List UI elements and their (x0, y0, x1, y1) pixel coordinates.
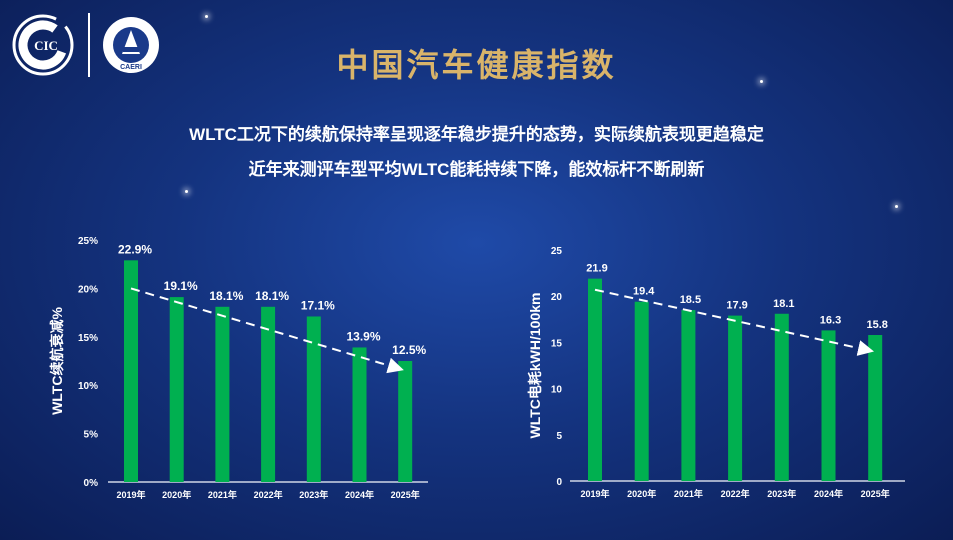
x-tick-label: 2019年 (580, 488, 609, 499)
subtitle-1: WLTC工况下的续航保持率呈现逐年稳步提升的态势，实际续航表现更趋稳定 (189, 125, 764, 144)
caeri-logo: CAERI (103, 17, 159, 73)
x-tick-label: 2024年 (345, 489, 374, 500)
logo-group: CIC CAERI (8, 10, 160, 80)
y-axis-title: WLTC电耗kWH/100km (527, 293, 543, 439)
bar (774, 313, 789, 481)
x-tick-label: 2025年 (861, 488, 890, 499)
x-tick-label: 2025年 (391, 489, 420, 500)
star-decoration (185, 190, 188, 193)
data-label: 18.5 (680, 294, 701, 306)
bar (124, 260, 138, 482)
bar (728, 315, 743, 481)
data-label: 18.1% (255, 289, 289, 303)
y-tick-label: 0% (84, 478, 99, 489)
data-label: 19.1% (164, 279, 198, 293)
x-tick-label: 2020年 (627, 488, 656, 499)
bar (261, 306, 276, 482)
data-label: 18.1 (773, 298, 794, 310)
y-tick-label: 10% (78, 381, 98, 392)
data-label: 18.1% (209, 289, 243, 303)
page-title: 中国汽车健康指数 (336, 47, 617, 83)
star-decoration (760, 80, 763, 83)
data-label: 15.8 (866, 319, 887, 331)
bar (398, 361, 413, 482)
y-tick-label: 15 (551, 338, 563, 349)
x-tick-label: 2022年 (721, 488, 750, 499)
y-tick-label: 0 (556, 477, 562, 488)
cic-logo: CIC (12, 14, 74, 76)
bar (352, 347, 367, 482)
data-label: 16.3 (820, 314, 841, 326)
x-tick-label: 2021年 (208, 489, 237, 500)
star-decoration (205, 15, 208, 18)
star-decoration (895, 205, 898, 208)
y-tick-label: 5% (84, 430, 99, 441)
bar (215, 306, 230, 482)
y-tick-label: 20% (78, 284, 98, 295)
data-label: 19.4 (633, 286, 655, 298)
x-tick-label: 2019年 (116, 489, 145, 500)
y-tick-label: 10 (551, 385, 563, 396)
data-label: 17.1% (301, 298, 335, 312)
trend-arrow (594, 288, 875, 356)
x-tick-label: 2023年 (767, 488, 796, 499)
bar (868, 335, 883, 481)
y-tick-label: 25 (551, 246, 563, 257)
trend-arrow (130, 287, 404, 374)
logo-divider (88, 13, 90, 77)
bar (588, 278, 602, 481)
bar (169, 297, 184, 482)
bar (821, 330, 836, 481)
x-tick-label: 2021年 (674, 488, 703, 499)
x-tick-label: 2024年 (814, 488, 843, 499)
data-label: 22.9% (118, 242, 152, 256)
y-tick-label: 15% (78, 333, 98, 344)
x-tick-label: 2020年 (162, 489, 191, 500)
data-label: 12.5% (392, 343, 426, 357)
svg-text:CAERI: CAERI (120, 64, 142, 71)
y-tick-label: 25% (78, 236, 98, 247)
y-axis-title: WLTC续航衰减% (49, 307, 65, 415)
x-tick-label: 2022年 (254, 489, 283, 500)
data-label: 21.9 (586, 263, 607, 275)
y-tick-label: 20 (551, 292, 563, 303)
data-label: 13.9% (346, 329, 380, 343)
bar (681, 310, 696, 481)
bar (306, 316, 321, 482)
svg-text:CIC: CIC (34, 38, 58, 53)
x-tick-label: 2023年 (299, 489, 328, 500)
y-tick-label: 5 (556, 431, 562, 442)
bar (634, 301, 649, 481)
data-label: 17.9 (726, 300, 747, 312)
subtitle-2: 近年来测评车型平均WLTC能耗持续下降，能效标杆不断刷新 (248, 160, 705, 179)
